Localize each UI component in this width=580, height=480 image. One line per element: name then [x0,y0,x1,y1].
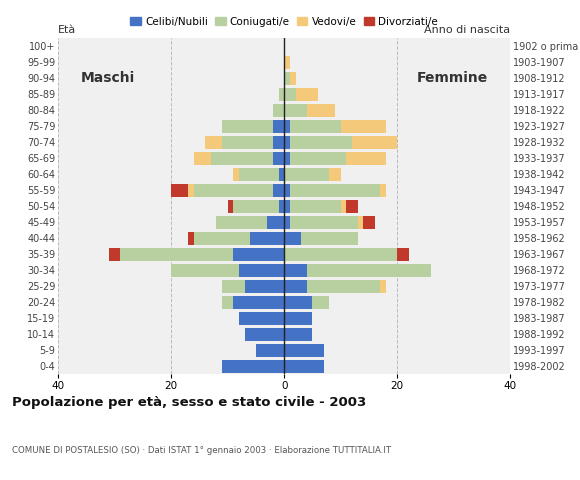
Bar [194,232,250,245]
Bar [239,264,284,276]
Bar [284,136,290,149]
Bar [307,280,380,293]
Bar [284,360,324,372]
Bar [290,200,340,213]
Bar [233,296,284,309]
Bar [194,184,273,197]
Bar [188,184,194,197]
Bar [284,296,313,309]
Bar [120,248,233,261]
Text: Maschi: Maschi [81,71,135,85]
Legend: Celibi/Nubili, Coniugati/e, Vedovi/e, Divorziati/e: Celibi/Nubili, Coniugati/e, Vedovi/e, Di… [126,12,442,31]
Bar [346,200,358,213]
Bar [284,264,307,276]
Bar [273,104,284,117]
Bar [284,120,290,132]
Bar [284,152,290,165]
Bar [290,216,358,228]
Bar [295,88,318,101]
Bar [194,152,211,165]
Bar [358,216,363,228]
Bar [278,200,284,213]
Bar [273,152,284,165]
Text: COMUNE DI POSTALESIO (SO) · Dati ISTAT 1° gennaio 2003 · Elaborazione TUTTITALIA: COMUNE DI POSTALESIO (SO) · Dati ISTAT 1… [12,446,391,456]
Bar [284,280,307,293]
Bar [222,136,273,149]
Bar [307,104,335,117]
Bar [171,264,239,276]
Bar [284,344,324,357]
Bar [284,72,290,84]
Bar [290,184,380,197]
Bar [290,72,295,84]
Bar [284,232,301,245]
Bar [340,200,346,213]
Bar [222,120,273,132]
Bar [222,280,245,293]
Bar [313,296,329,309]
Bar [239,168,278,180]
Bar [233,200,278,213]
Bar [290,120,340,132]
Bar [284,184,290,197]
Bar [380,184,386,197]
Bar [250,232,284,245]
Bar [188,232,194,245]
Bar [284,216,290,228]
Bar [284,56,290,69]
Bar [109,248,120,261]
Bar [211,152,273,165]
Bar [284,328,313,341]
Bar [346,152,386,165]
Bar [233,248,284,261]
Bar [363,216,375,228]
Bar [352,136,397,149]
Bar [340,120,386,132]
Bar [329,168,340,180]
Bar [239,312,284,324]
Bar [284,248,397,261]
Bar [205,136,222,149]
Bar [171,184,188,197]
Bar [273,120,284,132]
Bar [273,136,284,149]
Bar [284,168,329,180]
Bar [267,216,284,228]
Bar [256,344,284,357]
Bar [222,296,233,309]
Bar [245,328,284,341]
Bar [290,152,346,165]
Bar [216,216,267,228]
Bar [222,360,284,372]
Text: Popolazione per età, sesso e stato civile - 2003: Popolazione per età, sesso e stato civil… [12,396,366,409]
Bar [290,136,352,149]
Text: Anno di nascita: Anno di nascita [425,25,510,35]
Text: Età: Età [58,25,76,35]
Bar [397,248,408,261]
Bar [278,168,284,180]
Bar [227,200,233,213]
Bar [284,104,307,117]
Bar [284,200,290,213]
Bar [284,312,313,324]
Bar [380,280,386,293]
Bar [307,264,431,276]
Bar [245,280,284,293]
Bar [278,88,284,101]
Bar [284,88,295,101]
Text: Femmine: Femmine [416,71,488,85]
Bar [301,232,358,245]
Bar [273,184,284,197]
Bar [233,168,239,180]
